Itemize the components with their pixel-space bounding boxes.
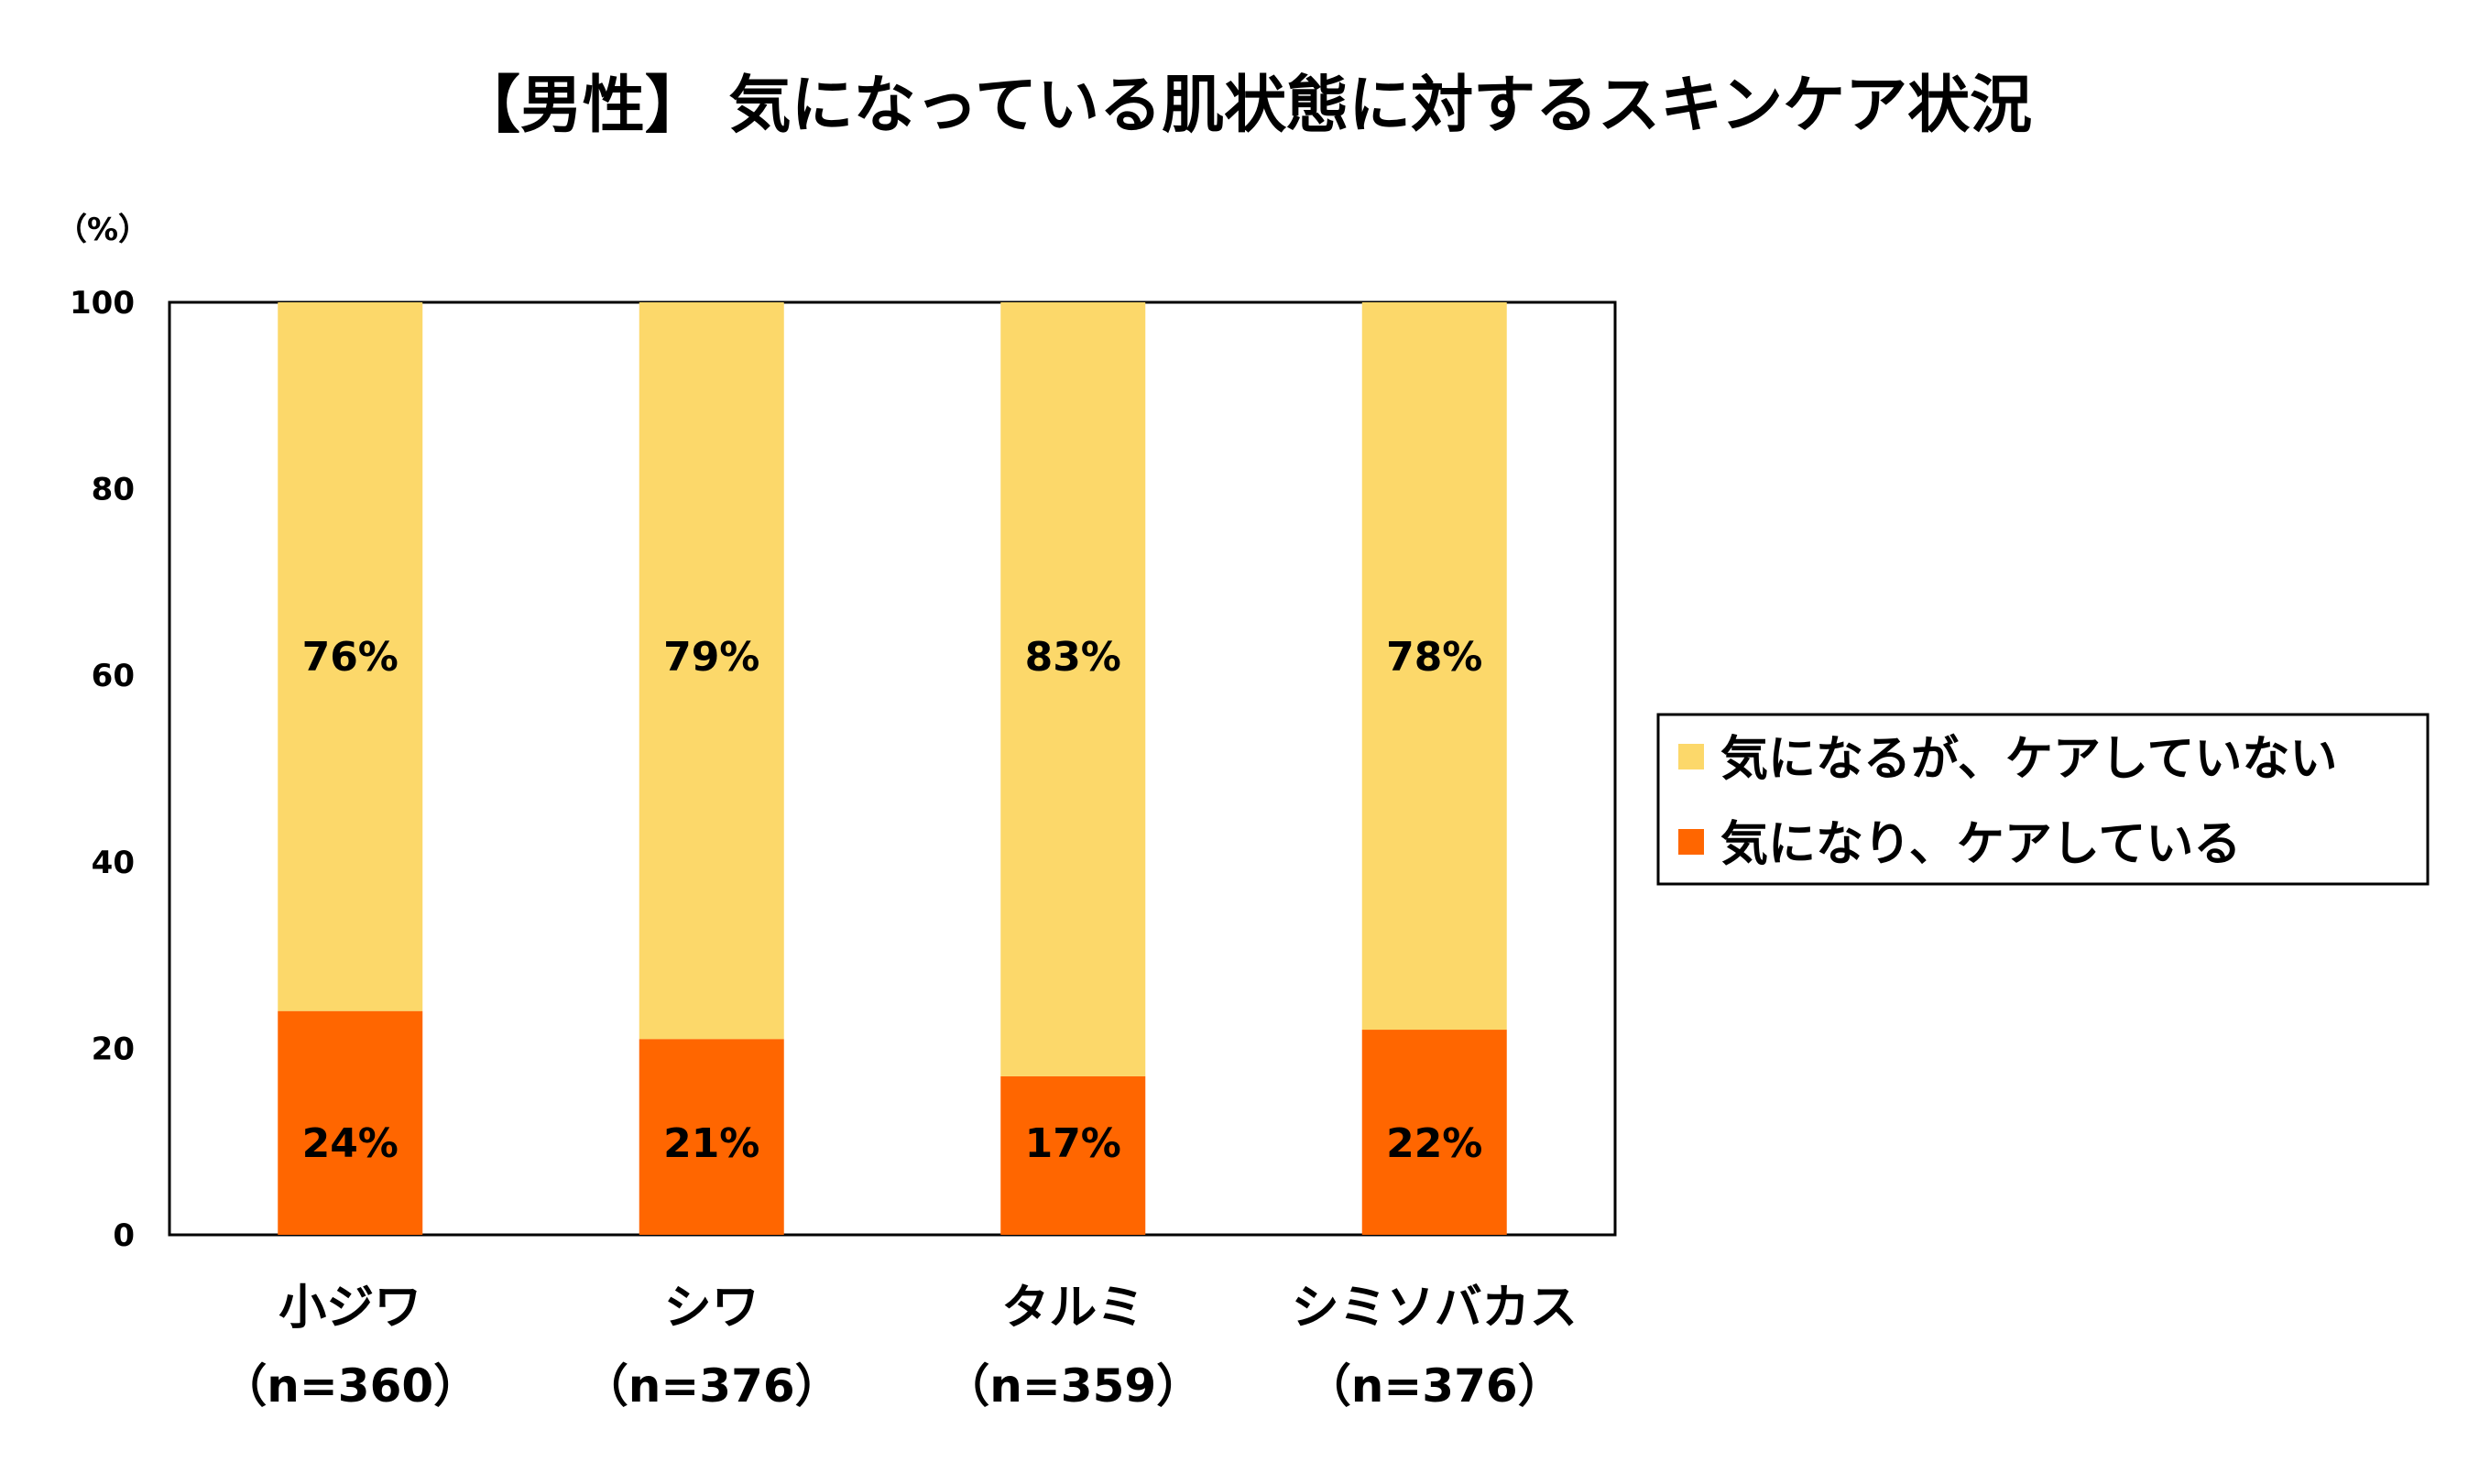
y-tick-label: 100 <box>70 285 135 322</box>
bar-segment-caring <box>1000 1075 1146 1235</box>
bar-segment-not-caring <box>1361 302 1507 1031</box>
x-axis-labels: 小ジワ （n=360） シワ （n=376） タルミ （n=359） シミソバカス （n=37… <box>221 1281 1577 1413</box>
x-sample-size-label: （n=360） <box>221 1359 479 1413</box>
bar-segment-not-caring <box>1000 302 1146 1076</box>
bar-segment-caring <box>639 1039 784 1235</box>
data-label: 79% <box>663 634 759 681</box>
x-sample-size-label: （n=376） <box>583 1359 841 1413</box>
x-category-label: シワ <box>664 1281 759 1336</box>
bars: 24% 76% 21% 79% 17% 83% 22% 78% <box>278 302 1507 1235</box>
y-tick-label: 40 <box>92 845 135 881</box>
data-label: 17% <box>1025 1120 1121 1167</box>
x-category-label: 小ジワ <box>278 1281 421 1336</box>
y-tick-label: 20 <box>92 1031 135 1067</box>
x-category-label: シミソバカス <box>1292 1281 1578 1336</box>
data-label: 76% <box>302 634 399 681</box>
data-label: 24% <box>302 1120 399 1167</box>
x-category-label: タルミ <box>1001 1281 1144 1336</box>
legend-swatch-caring <box>1678 829 1704 855</box>
legend-label-not-caring: 気になるが、ケアしていない <box>1720 732 2337 787</box>
data-label: 22% <box>1386 1120 1482 1167</box>
y-axis-ticks: 0 20 40 60 80 100 <box>70 285 135 1254</box>
data-label: 83% <box>1025 634 1121 681</box>
y-tick-label: 80 <box>92 472 135 508</box>
legend: 気になるが、ケアしていない 気になり、ケアしている <box>1656 713 2430 886</box>
bar-segment-not-caring <box>278 302 423 1011</box>
legend-swatch-not-caring <box>1678 744 1704 769</box>
chart-title: 【男性】 気になっている肌状態に対するスキンケア状況 <box>458 70 2032 142</box>
bar-segment-caring <box>1361 1030 1507 1235</box>
y-tick-label: 60 <box>92 658 135 694</box>
data-label: 21% <box>663 1120 759 1167</box>
data-label: 78% <box>1386 634 1482 681</box>
x-sample-size-label: （n=359） <box>944 1359 1202 1413</box>
legend-label-caring: 気になり、ケアしている <box>1720 817 2241 872</box>
legend-box <box>1656 713 2430 886</box>
y-axis-unit-label: （%） <box>56 212 149 248</box>
x-sample-size-label: （n=376） <box>1305 1359 1564 1413</box>
bar-segment-caring <box>278 1010 423 1235</box>
y-tick-label: 0 <box>113 1217 135 1254</box>
bar-segment-not-caring <box>639 302 784 1040</box>
